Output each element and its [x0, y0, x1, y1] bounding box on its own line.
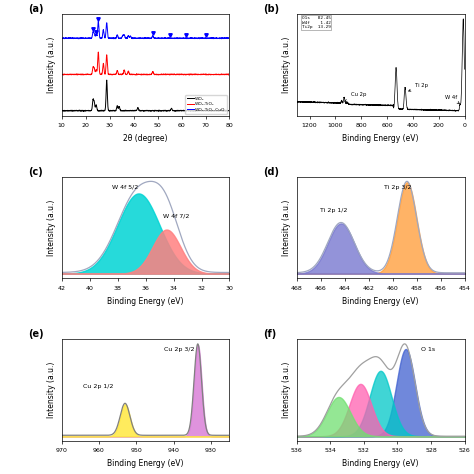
WO₃-TiO₂-CuO: [75, 36, 81, 42]
Text: Cu 2p 1/2: Cu 2p 1/2: [83, 384, 114, 389]
Y-axis label: Intensity (a.u.): Intensity (a.u.): [282, 200, 291, 255]
Line: WO₃: WO₃: [62, 80, 229, 111]
Legend: WO₃, WO₃-TiO₂, WO₃-TiO₂-CuO: WO₃, WO₃-TiO₂, WO₃-TiO₂-CuO: [185, 95, 227, 114]
X-axis label: Binding Energy (eV): Binding Energy (eV): [342, 459, 419, 468]
Text: W 4f 5/2: W 4f 5/2: [112, 185, 138, 190]
WO₃: [59, 108, 64, 113]
WO₃: [191, 108, 197, 114]
Text: W 4f 7/2: W 4f 7/2: [163, 213, 189, 219]
WO₃-TiO₂-CuO: [136, 36, 142, 41]
Text: (b): (b): [263, 4, 279, 14]
Text: (c): (c): [28, 167, 43, 177]
WO₃-TiO₂: [95, 49, 101, 55]
WO₃-TiO₂-CuO: [141, 36, 146, 41]
WO₃: [67, 108, 73, 114]
WO₃-TiO₂: [227, 72, 232, 77]
Line: WO₃-TiO₂-CuO: WO₃-TiO₂-CuO: [62, 21, 229, 39]
WO₃-TiO₂-CuO: [222, 36, 228, 41]
WO₃-TiO₂-CuO: [227, 36, 232, 41]
Text: Ti 2p: Ti 2p: [409, 83, 428, 91]
Text: (f): (f): [263, 329, 276, 339]
Text: (a): (a): [28, 4, 44, 14]
X-axis label: Binding Energy (eV): Binding Energy (eV): [107, 459, 184, 468]
X-axis label: 2θ (degree): 2θ (degree): [123, 134, 168, 143]
X-axis label: Binding Energy (eV): Binding Energy (eV): [342, 297, 419, 306]
X-axis label: Binding Energy (eV): Binding Energy (eV): [342, 134, 419, 143]
Text: (e): (e): [28, 329, 44, 339]
WO₃-TiO₂: [61, 72, 66, 78]
WO₃-TiO₂: [141, 72, 146, 77]
Y-axis label: Intensity (a.u.): Intensity (a.u.): [282, 362, 291, 418]
WO₃-TiO₂: [67, 72, 73, 77]
WO₃-TiO₂: [222, 72, 228, 77]
Text: O1s   82.45
W4f    1.42
Ti2p  13.29: O1s 82.45 W4f 1.42 Ti2p 13.29: [301, 16, 330, 29]
Text: W 4f: W 4f: [445, 95, 459, 103]
WO₃-TiO₂-CuO: [222, 36, 228, 41]
WO₃-TiO₂: [59, 72, 64, 77]
Y-axis label: Intensity (a.u.): Intensity (a.u.): [47, 362, 56, 418]
WO₃: [104, 77, 109, 83]
X-axis label: Binding Energy (eV): Binding Energy (eV): [107, 297, 184, 306]
WO₃-TiO₂: [222, 72, 228, 78]
Text: Cu 2p 3/2: Cu 2p 3/2: [164, 347, 194, 353]
Text: (d): (d): [263, 167, 279, 177]
WO₃: [136, 108, 142, 113]
Text: O 1s: O 1s: [420, 347, 435, 353]
Y-axis label: Intensity (a.u.): Intensity (a.u.): [282, 37, 291, 93]
WO₃: [81, 109, 86, 114]
WO₃: [222, 108, 228, 114]
WO₃: [141, 108, 146, 114]
Y-axis label: Intensity (a.u.): Intensity (a.u.): [47, 37, 56, 93]
WO₃-TiO₂-CuO: [67, 35, 73, 41]
Y-axis label: Intensity (a.u.): Intensity (a.u.): [47, 200, 56, 255]
WO₃-TiO₂: [191, 72, 197, 77]
Text: Ti 2p 3/2: Ti 2p 3/2: [383, 185, 411, 190]
WO₃: [222, 108, 228, 113]
WO₃-TiO₂-CuO: [59, 36, 64, 41]
Text: Cu 2p: Cu 2p: [345, 92, 366, 101]
WO₃-TiO₂-CuO: [95, 18, 101, 24]
WO₃-TiO₂: [136, 72, 142, 77]
WO₃: [227, 108, 232, 114]
Text: Ti 2p 1/2: Ti 2p 1/2: [320, 208, 347, 213]
WO₃-TiO₂-CuO: [191, 36, 197, 41]
Line: WO₃-TiO₂: WO₃-TiO₂: [62, 52, 229, 75]
